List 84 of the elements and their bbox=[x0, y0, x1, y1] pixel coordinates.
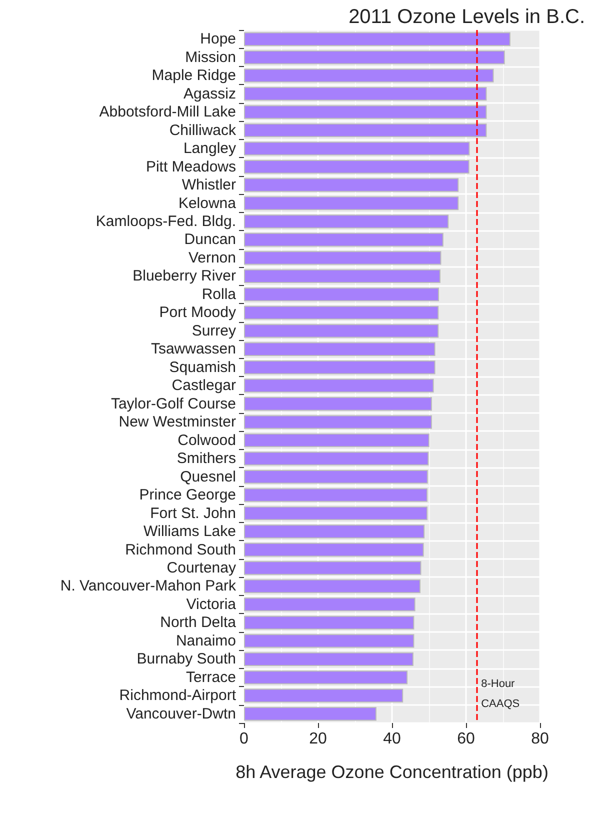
bar bbox=[244, 433, 430, 448]
x-tick-label: 0 bbox=[240, 730, 249, 748]
y-tick-label: Courtenay bbox=[166, 559, 236, 576]
bar bbox=[244, 232, 444, 247]
bar bbox=[244, 397, 432, 411]
chart-title: 2011 Ozone Levels in B.C. bbox=[348, 6, 585, 28]
y-tick-label: Victoria bbox=[186, 596, 237, 613]
y-tick-label: Colwood bbox=[178, 432, 236, 449]
bar bbox=[244, 670, 408, 684]
y-tick-label: Vancouver-Dwtn bbox=[126, 705, 236, 722]
y-tick-label: Mission bbox=[185, 48, 236, 66]
y-tick-label: North Delta bbox=[160, 614, 237, 632]
bar bbox=[244, 32, 510, 46]
y-tick-label: Williams Lake bbox=[143, 523, 236, 540]
y-tick-label: N. Vancouver-Mahon Park bbox=[60, 578, 236, 595]
y-tick-label: Abbotsford-Mill Lake bbox=[99, 104, 236, 121]
y-tick-label: Squamish bbox=[169, 358, 236, 376]
y-tick-label: Blueberry River bbox=[132, 268, 236, 285]
bar bbox=[244, 123, 487, 138]
y-tick-label: Smithers bbox=[176, 450, 236, 468]
y-tick-label: Rolla bbox=[202, 286, 237, 303]
bar bbox=[244, 634, 414, 648]
y-tick-label: Tsawwassen bbox=[150, 340, 236, 358]
x-tick-label: 40 bbox=[383, 730, 401, 748]
bar bbox=[244, 68, 494, 82]
bar bbox=[244, 524, 425, 538]
bar bbox=[244, 324, 439, 338]
bar bbox=[244, 598, 416, 612]
bar bbox=[244, 360, 436, 374]
x-tick-label: 80 bbox=[531, 730, 549, 748]
bar bbox=[244, 506, 428, 520]
y-tick-label: Duncan bbox=[184, 231, 236, 248]
y-tick-label: New Westminster bbox=[118, 414, 236, 431]
y-tick-label: Nanaimo bbox=[176, 632, 236, 650]
y-tick-label: Port Moody bbox=[159, 304, 236, 322]
bar bbox=[244, 160, 470, 174]
bar bbox=[244, 542, 424, 557]
x-tick-label: 20 bbox=[309, 730, 327, 748]
bar bbox=[244, 196, 459, 210]
x-axis-title: 8h Average Ozone Concentration (ppb) bbox=[236, 762, 548, 782]
bar bbox=[244, 178, 459, 192]
bar bbox=[244, 105, 487, 119]
bar bbox=[244, 306, 439, 320]
bar bbox=[244, 269, 440, 284]
y-tick-label: Vernon bbox=[188, 249, 236, 266]
bar bbox=[244, 488, 428, 502]
bar bbox=[244, 707, 376, 721]
bar bbox=[244, 579, 420, 594]
bar bbox=[244, 251, 442, 265]
y-tick-label: Prince George bbox=[139, 486, 236, 504]
y-tick-label: Whistler bbox=[182, 176, 236, 194]
y-tick-label: Surrey bbox=[192, 322, 236, 340]
x-tick-label: 60 bbox=[457, 730, 475, 748]
y-tick-label: Kelowna bbox=[178, 194, 237, 212]
ref-line-label: 8-Hour CAAQS bbox=[481, 678, 520, 710]
y-tick-label: Castlegar bbox=[172, 377, 236, 394]
bar bbox=[244, 142, 470, 156]
bar bbox=[244, 561, 422, 575]
y-tick-label: Kamloops-Fed. Bldg. bbox=[96, 212, 236, 230]
y-tick-label: Burnaby South bbox=[136, 650, 236, 668]
y-tick-label: Taylor-Golf Course bbox=[110, 395, 236, 412]
y-tick-label: Terrace bbox=[186, 668, 236, 686]
bar bbox=[244, 288, 439, 302]
bar bbox=[244, 652, 414, 666]
y-tick-label: Hope bbox=[200, 30, 236, 48]
y-tick-label: Langley bbox=[183, 140, 236, 158]
y-tick-label: Quesnel bbox=[180, 468, 236, 486]
bar bbox=[244, 378, 434, 392]
bar bbox=[244, 342, 436, 356]
bar bbox=[244, 470, 428, 484]
y-tick-label: Agassiz bbox=[183, 85, 236, 102]
y-tick-label: Fort St. John bbox=[150, 504, 236, 522]
bar bbox=[244, 616, 414, 630]
bar bbox=[244, 214, 449, 228]
y-tick-label: Chilliwack bbox=[169, 122, 236, 139]
bar bbox=[244, 86, 487, 101]
bar bbox=[244, 452, 429, 466]
bar bbox=[244, 688, 404, 702]
y-tick-label: Pitt Meadows bbox=[146, 158, 236, 176]
bar bbox=[244, 50, 505, 64]
y-tick-label: Richmond-Airport bbox=[119, 687, 237, 704]
y-tick-label: Maple Ridge bbox=[152, 67, 236, 84]
y-tick-label: Richmond South bbox=[125, 541, 236, 558]
bar bbox=[244, 415, 432, 429]
